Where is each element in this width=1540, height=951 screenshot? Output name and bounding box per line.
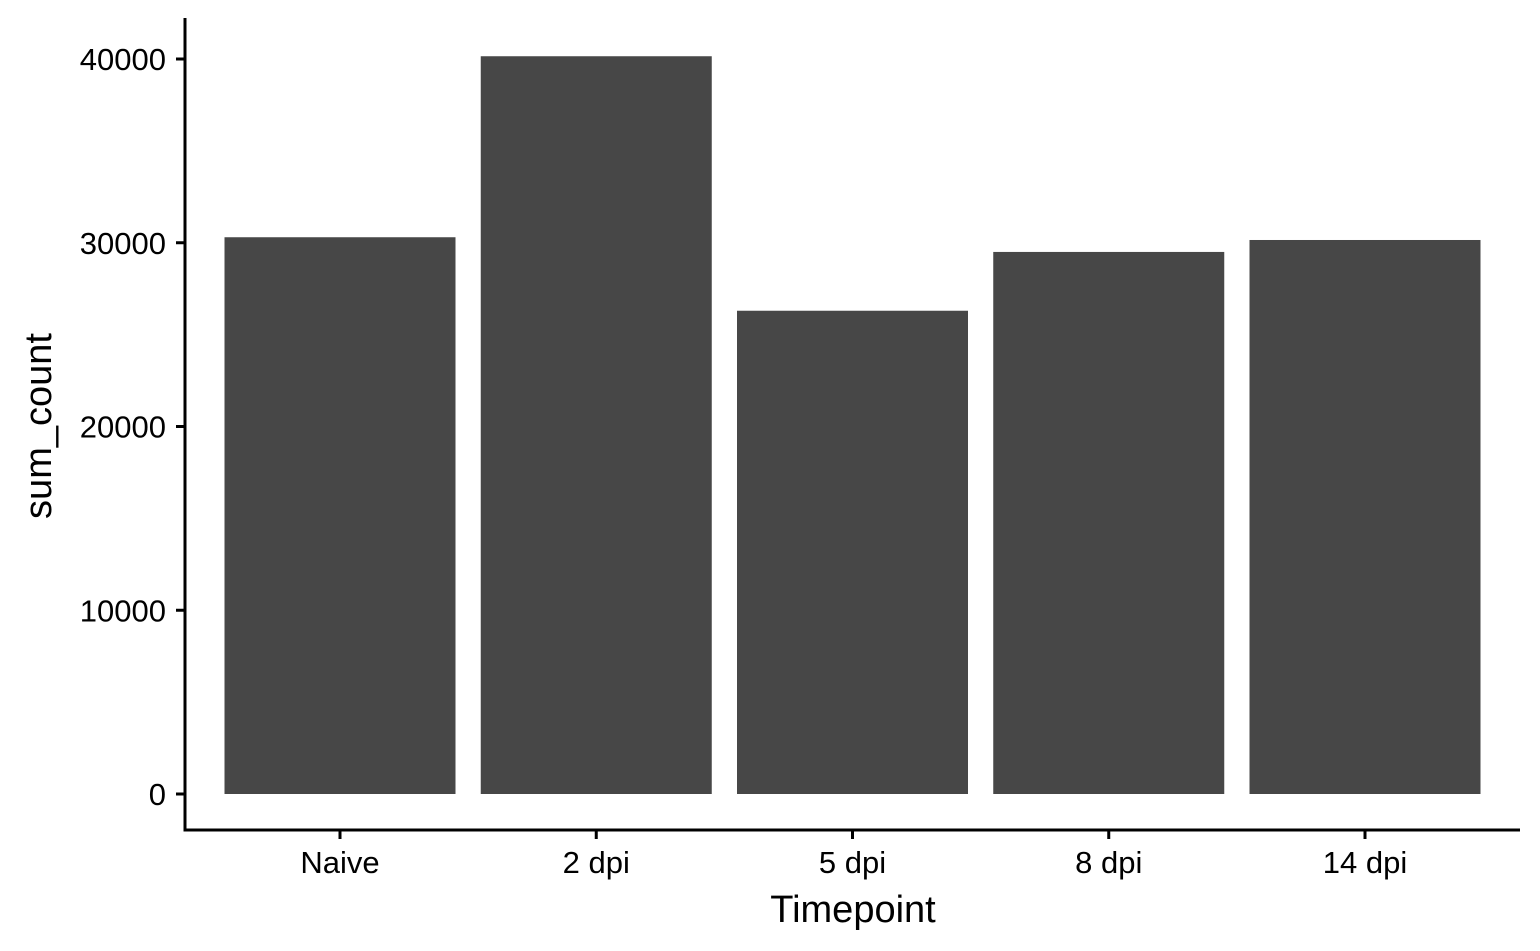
y-tick-label: 40000 — [80, 42, 166, 77]
x-tick-label: 2 dpi — [563, 845, 630, 880]
x-axis-title: Timepoint — [770, 889, 936, 931]
x-tick-label: 8 dpi — [1075, 845, 1142, 880]
y-tick-label: 10000 — [80, 593, 166, 628]
bar-8-dpi — [993, 251, 1225, 794]
x-tick-label: Naive — [300, 845, 379, 880]
x-tick-label: 5 dpi — [819, 845, 886, 880]
x-tick-label: 14 dpi — [1323, 845, 1407, 880]
y-tick-label: 20000 — [80, 410, 166, 445]
bar-5-dpi — [737, 310, 968, 794]
bars-layer — [224, 56, 1481, 795]
bar-2-dpi — [480, 56, 712, 795]
bar-naive — [224, 237, 456, 795]
bar-14-dpi — [1249, 239, 1481, 795]
y-axis-title: sum_count — [18, 333, 60, 519]
y-axis: 0 10000 20000 30000 40000 — [80, 18, 187, 831]
x-axis: Naive 2 dpi 5 dpi 8 dpi 14 dpi — [183, 828, 1520, 880]
y-tick-label: 0 — [149, 777, 166, 812]
y-tick-label: 30000 — [80, 226, 166, 261]
